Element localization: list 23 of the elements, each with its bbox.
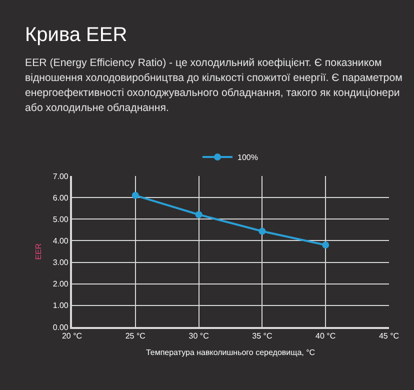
x-tick-label: 45 °C	[378, 332, 400, 341]
x-axis-title: Температура навколишнього середовища, °C	[146, 348, 316, 358]
chart-subtitle: EER (Energy Efficiency Ratio) - це холодильний коефіцієнт. Є показником відношення холодовиробництва до кількості спожитої енергії. Є параметром енергоефективності охолоджувального обладнання, такого як кондиціонери або холодильне обладнання.	[25, 56, 404, 116]
point	[322, 242, 330, 249]
x-tick-label: 25 °C	[125, 332, 146, 341]
y-tick-label: 5.00	[52, 214, 69, 224]
y-tick-label: 3.00	[52, 258, 69, 268]
legend-label: 100%	[238, 153, 258, 162]
x-tick-label: 40 °C	[316, 332, 336, 341]
point	[258, 228, 266, 235]
y-tick-label: 4.00	[52, 236, 69, 246]
y-tick-label: 0.00	[52, 322, 69, 332]
chart-title: Крива EER	[25, 24, 128, 47]
y-tick-label: 6.00	[52, 193, 69, 202]
y-tick-label: 7.00	[52, 172, 69, 181]
point	[132, 192, 139, 199]
y-tick-label: 1.00	[52, 301, 69, 310]
y-axis-title: EER	[34, 243, 44, 260]
x-tick-label: 35 °C	[252, 332, 272, 341]
point	[195, 211, 202, 218]
x-tick-label: 20 °C	[62, 332, 82, 341]
y-tick-label: 2.00	[52, 280, 69, 289]
x-tick-label: 30 °C	[188, 332, 210, 341]
